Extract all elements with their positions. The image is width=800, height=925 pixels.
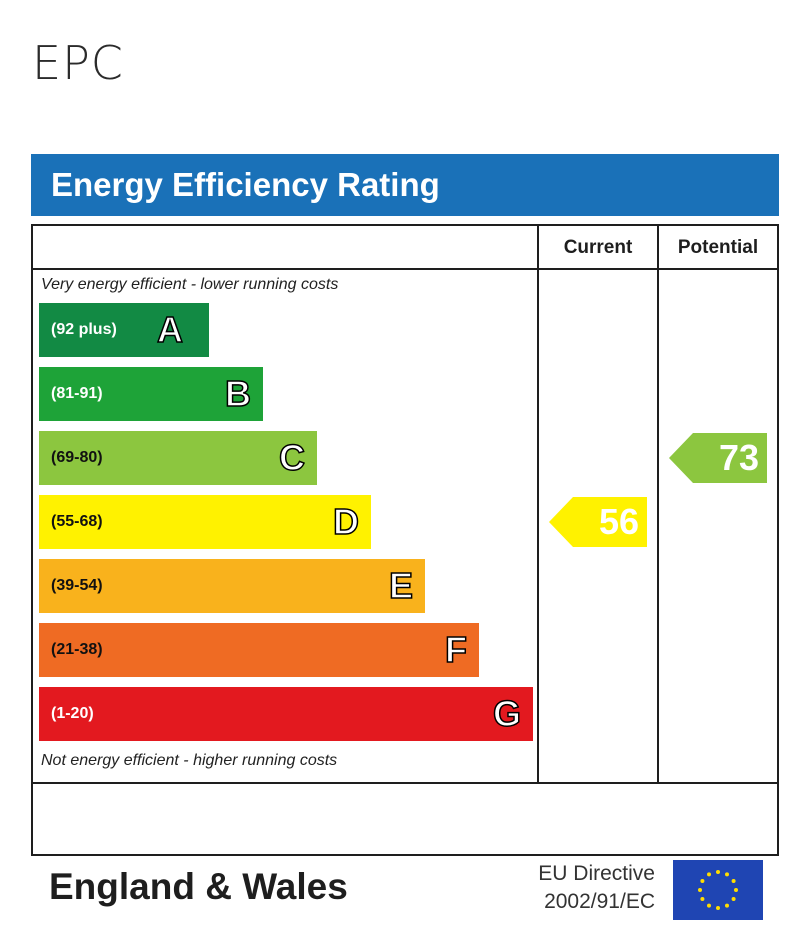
potential-column-divider [657, 226, 659, 784]
eu-star [707, 872, 711, 877]
eu-star [716, 870, 720, 874]
eu-star [716, 906, 720, 910]
band-a-range: (92 plus) [51, 321, 117, 338]
eu-flag-icon [673, 860, 763, 920]
potential-rating-value: 73 [718, 437, 759, 478]
band-g-letter: G [492, 692, 522, 735]
page-title: EPC [32, 36, 124, 90]
eu-star [725, 903, 729, 908]
eu-star [700, 879, 705, 883]
footer-region: England & Wales [49, 866, 348, 907]
potential-column-header: Potential [677, 237, 759, 258]
eu-directive-line2: 2002/91/EC [544, 890, 655, 913]
band-a-letter: A [156, 308, 184, 351]
footer-row-divider [33, 782, 777, 784]
eu-star [731, 879, 736, 883]
band-e-letter: E [388, 564, 414, 607]
band-g-range: (1-20) [51, 705, 94, 722]
current-arrow-shape [549, 497, 647, 547]
band-e-range: (39-54) [51, 577, 103, 594]
band-e: (39-54) E [39, 559, 425, 613]
current-rating-arrow: 56 [549, 497, 647, 547]
potential-arrow-shape [669, 433, 767, 483]
potential-rating-arrow: 73 [669, 433, 767, 483]
eu-star [700, 897, 705, 901]
band-f-letter: F [444, 628, 468, 671]
eu-directive-line1: EU Directive [538, 862, 655, 885]
band-f-range: (21-38) [51, 641, 103, 658]
bottom-caption: Not energy efficient - higher running co… [41, 752, 338, 769]
header-row-divider [33, 268, 777, 270]
band-d-letter: D [332, 500, 360, 543]
current-column-divider [537, 226, 539, 784]
band-c-letter: C [278, 436, 306, 479]
eu-star [698, 888, 702, 892]
band-d: (55-68) D [39, 495, 371, 549]
band-b-range: (81-91) [51, 385, 103, 402]
band-a: (92 plus) A [39, 303, 209, 357]
epc-frame: Current Potential Very energy efficient … [31, 224, 779, 920]
epc-chart: Energy Efficiency Rating Current Potenti… [31, 154, 779, 920]
band-c: (69-80) C [39, 431, 317, 485]
band-c-range: (69-80) [51, 449, 103, 466]
band-b-letter: B [224, 372, 252, 415]
band-d-range: (55-68) [51, 513, 103, 530]
band-b: (81-91) B [39, 367, 263, 421]
epc-title: Energy Efficiency Rating [31, 154, 779, 216]
eu-star [734, 888, 738, 892]
top-caption: Very energy efficient - lower running co… [41, 276, 339, 293]
band-g: (1-20) G [39, 687, 533, 741]
eu-directive: EU Directive 2002/91/EC [538, 860, 655, 916]
eu-star [707, 903, 711, 908]
current-column-header: Current [563, 237, 633, 258]
eu-star [725, 872, 729, 877]
band-f: (21-38) F [39, 623, 479, 677]
eu-star [731, 897, 736, 901]
current-rating-value: 56 [598, 501, 639, 542]
